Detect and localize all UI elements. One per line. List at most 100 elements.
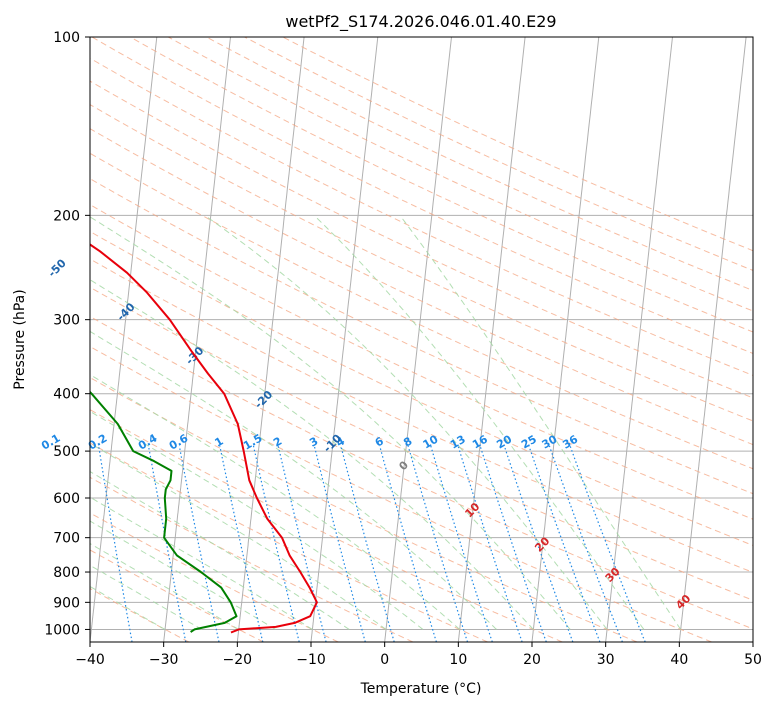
mixing-ratio-line — [340, 445, 395, 642]
dry-adiabat — [129, 37, 753, 333]
mixing-ratio-label: 1 — [213, 435, 226, 450]
isotherm-label: 0 — [396, 458, 411, 473]
dry-adiabat — [206, 37, 753, 292]
x-tick-label: 40 — [670, 652, 688, 668]
moist-adiabat — [399, 215, 682, 630]
mixing-ratio-line — [147, 445, 187, 642]
mixing-ratio-line — [379, 445, 437, 642]
y-tick-label: 1000 — [44, 622, 80, 638]
mixing-ratio-line — [98, 445, 133, 642]
isotherm-line — [236, 37, 305, 642]
plot-frame — [89, 36, 754, 643]
dry-adiabat — [90, 152, 753, 470]
dry-adiabat — [90, 315, 753, 630]
mixing-ratio-line — [277, 445, 327, 642]
mixing-ratio-line — [479, 445, 547, 642]
moist-adiabat — [90, 542, 239, 630]
mixing-ratio-label: 6 — [373, 434, 386, 449]
mixing-ratio-label: 1.5 — [241, 432, 264, 453]
mixing-ratio-line — [569, 445, 646, 642]
x-tick-label: −10 — [296, 652, 326, 668]
isotherm-line — [531, 37, 600, 642]
isotherm-line — [163, 37, 231, 642]
mixing-ratio-label: 13 — [448, 433, 468, 452]
moist-adiabat — [90, 496, 313, 630]
mixing-ratio-line — [313, 445, 366, 642]
dry-adiabat — [90, 178, 753, 495]
isotherm-label: 40 — [673, 592, 693, 612]
moist-adiabat — [90, 520, 276, 630]
mixing-ratio-label: 10 — [421, 432, 441, 451]
mixing-ratio-label: 8 — [401, 435, 414, 450]
moist-adiabat — [90, 442, 387, 630]
mixing-ratio-label: 16 — [470, 432, 490, 451]
y-tick-label: 500 — [53, 444, 80, 460]
isotherm-line — [678, 37, 747, 642]
dry-adiabat — [90, 258, 753, 573]
x-tick-label: −20 — [223, 652, 253, 668]
isotherm-line — [384, 37, 452, 642]
y-tick-label: 600 — [53, 491, 80, 507]
mixing-ratio-label: 20 — [494, 432, 514, 451]
x-axis-title: Temperature (°C) — [360, 681, 482, 697]
x-tick-label: 20 — [523, 652, 541, 668]
moist-adiabat — [90, 330, 497, 630]
y-tick-label: 300 — [53, 313, 80, 329]
y-axis-title: Pressure (hPa) — [12, 289, 28, 389]
isotherm-label: 30 — [603, 565, 623, 585]
dry-adiabat — [90, 476, 414, 642]
isotherm-label: -20 — [252, 388, 275, 411]
y-tick-label: 200 — [53, 208, 80, 224]
mixing-ratio-line — [407, 445, 469, 642]
x-tick-label: −40 — [75, 652, 105, 668]
isotherm-line — [605, 37, 673, 642]
chart-title: wetPf2_S174.2026.046.01.40.E29 — [285, 12, 556, 32]
y-tick-label: 400 — [53, 387, 80, 403]
mixing-ratio-line — [430, 445, 493, 642]
mixing-ratio-label: 2 — [271, 435, 284, 450]
mixing-ratio-label: 3 — [307, 435, 320, 450]
mixing-ratio-line — [178, 445, 220, 642]
dry-adiabat — [244, 37, 753, 271]
dry-adiabat — [90, 376, 638, 642]
x-tick-label: 0 — [380, 652, 389, 668]
background-lines — [0, 37, 753, 642]
mixing-ratio-line — [528, 445, 601, 642]
x-tick-label: 30 — [597, 652, 615, 668]
moist-adiabat — [204, 214, 608, 630]
moist-adiabat — [90, 470, 350, 630]
dry-adiabat — [90, 512, 339, 642]
mixing-ratio-label: 30 — [540, 432, 560, 451]
isotherm-line — [0, 37, 10, 642]
dry-adiabat — [90, 80, 753, 399]
temperature-line — [90, 243, 318, 634]
moist-adiabat — [90, 279, 534, 630]
y-tick-label: 900 — [53, 595, 80, 611]
isotherm-line — [457, 37, 526, 642]
mixing-ratio-label: 36 — [560, 432, 580, 451]
mixing-ratio-label: 0.4 — [136, 431, 160, 452]
x-tick-label: −30 — [149, 652, 179, 668]
x-axis: −40 −30 −20 −10 0 10 20 30 40 50 — [75, 642, 762, 668]
isotherm-label: 10 — [462, 500, 482, 520]
y-tick-label: 100 — [53, 30, 80, 46]
dry-adiabat — [90, 549, 264, 642]
isotherm-line — [752, 637, 753, 642]
dry-adiabat — [90, 409, 563, 642]
dry-adiabat — [90, 587, 190, 642]
dry-adiabat — [168, 37, 753, 312]
x-tick-label: 10 — [449, 652, 467, 668]
dry-adiabat — [90, 442, 488, 642]
dry-adiabat — [90, 104, 753, 422]
moist-adiabat — [90, 373, 461, 630]
mixing-ratio-line — [252, 445, 300, 642]
dry-adiabat — [90, 345, 712, 642]
mixing-ratio-line — [548, 445, 623, 642]
y-axis: 1000 900 800 700 600 500 400 300 200 100 — [44, 30, 90, 638]
isotherm-line — [90, 37, 158, 642]
isotherm-label: -50 — [46, 256, 69, 279]
dewpoint-line — [90, 390, 238, 633]
mixing-ratio-line — [503, 445, 574, 642]
y-tick-label: 700 — [53, 531, 80, 547]
